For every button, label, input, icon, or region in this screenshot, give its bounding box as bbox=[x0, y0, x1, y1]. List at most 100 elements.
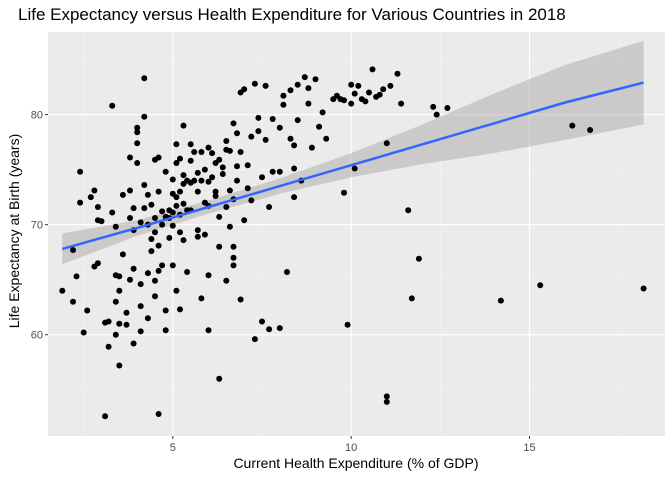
data-point bbox=[127, 276, 133, 283]
data-point bbox=[194, 227, 201, 234]
data-point bbox=[569, 122, 576, 129]
data-point bbox=[212, 193, 219, 199]
data-point bbox=[141, 205, 148, 212]
data-point bbox=[84, 307, 91, 314]
y-axis-ticks: 60 70 80 bbox=[31, 110, 48, 342]
data-point bbox=[77, 199, 84, 206]
data-point bbox=[294, 81, 301, 88]
data-point bbox=[77, 168, 84, 175]
data-point bbox=[433, 111, 440, 118]
data-point bbox=[109, 209, 116, 216]
data-point bbox=[134, 124, 141, 131]
data-point bbox=[137, 219, 144, 226]
data-point bbox=[73, 273, 80, 280]
data-point bbox=[408, 295, 415, 302]
data-point bbox=[305, 85, 312, 92]
data-point bbox=[205, 178, 212, 185]
data-point bbox=[148, 201, 155, 208]
data-point bbox=[173, 202, 180, 209]
data-point bbox=[226, 187, 233, 194]
data-point bbox=[226, 223, 233, 230]
data-point bbox=[194, 233, 201, 240]
data-point bbox=[230, 120, 237, 127]
data-point bbox=[109, 102, 116, 109]
data-point bbox=[201, 231, 208, 238]
data-point bbox=[348, 100, 355, 107]
data-point bbox=[162, 168, 169, 175]
data-point bbox=[355, 82, 362, 89]
data-point bbox=[276, 168, 283, 175]
plot-panel bbox=[48, 32, 665, 436]
data-point bbox=[294, 117, 301, 124]
data-point bbox=[266, 204, 273, 210]
data-point bbox=[112, 223, 119, 230]
data-point bbox=[280, 92, 287, 99]
data-point bbox=[130, 265, 137, 272]
data-point bbox=[216, 375, 223, 382]
data-point bbox=[323, 135, 330, 142]
data-point bbox=[376, 91, 383, 98]
data-point bbox=[497, 297, 504, 304]
data-point bbox=[276, 325, 283, 332]
data-point bbox=[119, 251, 126, 258]
data-point bbox=[291, 142, 298, 149]
y-tick-label: 60 bbox=[31, 330, 43, 342]
data-point bbox=[94, 260, 101, 267]
data-point bbox=[369, 66, 376, 73]
data-point bbox=[80, 329, 87, 336]
data-point bbox=[141, 182, 148, 188]
data-point bbox=[198, 149, 205, 155]
data-point bbox=[234, 163, 240, 170]
data-point bbox=[259, 318, 265, 325]
data-point bbox=[219, 171, 226, 177]
data-point bbox=[444, 105, 451, 111]
data-point bbox=[112, 331, 119, 338]
data-point bbox=[241, 86, 248, 93]
data-point bbox=[134, 160, 141, 166]
data-point bbox=[319, 109, 326, 116]
data-point bbox=[159, 262, 166, 269]
data-point bbox=[640, 285, 647, 292]
data-point bbox=[366, 89, 372, 96]
data-point bbox=[262, 82, 269, 89]
data-point bbox=[284, 269, 290, 275]
data-point bbox=[127, 215, 133, 221]
data-point bbox=[230, 262, 237, 269]
data-point bbox=[348, 81, 355, 88]
data-point bbox=[112, 298, 119, 305]
data-point bbox=[180, 122, 187, 129]
data-point bbox=[205, 144, 212, 151]
data-point bbox=[102, 413, 109, 420]
data-point bbox=[234, 130, 240, 137]
data-point bbox=[237, 149, 244, 155]
data-point bbox=[387, 82, 394, 89]
data-point bbox=[201, 166, 208, 173]
data-point bbox=[341, 189, 347, 196]
data-point bbox=[155, 267, 162, 274]
data-point bbox=[173, 160, 180, 166]
data-point bbox=[87, 194, 94, 201]
data-point bbox=[180, 237, 187, 244]
data-point bbox=[137, 281, 144, 288]
data-point bbox=[362, 98, 369, 105]
data-point bbox=[187, 141, 194, 148]
x-tick-label: 15 bbox=[523, 442, 535, 454]
data-point bbox=[191, 149, 198, 155]
data-point bbox=[259, 174, 265, 181]
data-point bbox=[169, 209, 176, 216]
data-point bbox=[152, 277, 158, 284]
data-point bbox=[194, 169, 201, 176]
data-point bbox=[430, 103, 437, 110]
chart-title: Life Expectancy versus Health Expenditur… bbox=[18, 5, 566, 24]
data-point bbox=[155, 188, 162, 195]
data-point bbox=[177, 229, 183, 236]
data-point bbox=[116, 287, 123, 294]
data-point bbox=[383, 398, 390, 405]
data-point bbox=[312, 76, 319, 83]
data-point bbox=[216, 156, 223, 163]
data-point bbox=[269, 116, 276, 122]
data-point bbox=[198, 295, 205, 302]
data-point bbox=[137, 303, 144, 310]
grid-minor bbox=[48, 32, 665, 436]
